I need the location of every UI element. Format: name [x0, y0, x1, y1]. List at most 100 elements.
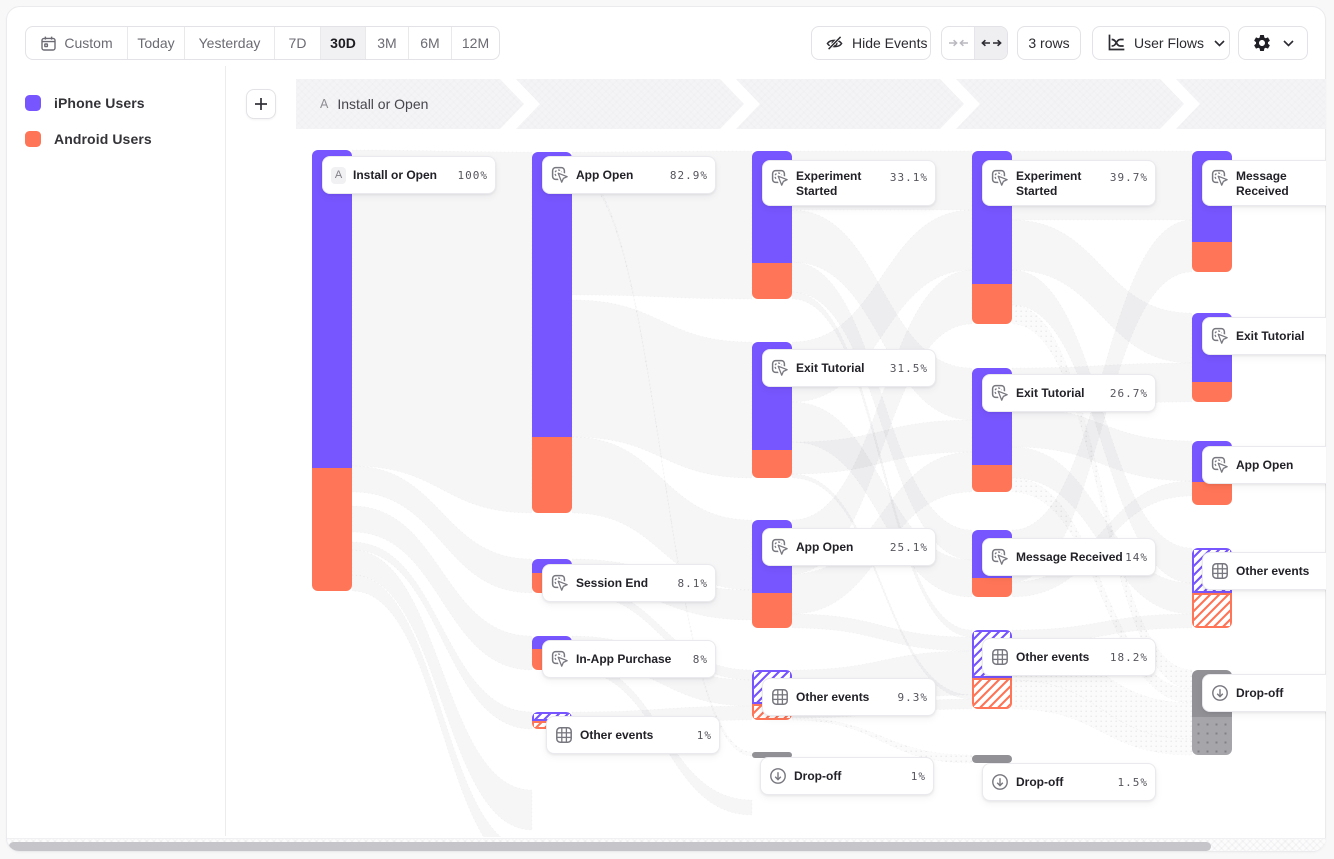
flow-node-card-app-open-col3[interactable]: App Open 25.1% [762, 528, 936, 566]
flow-node-card-in-app-purchase-col2[interactable]: In-App Purchase 8% [542, 640, 716, 678]
flow-chart-viewport[interactable]: A Install or Open A Install or Open 100% Ap… [226, 66, 1326, 837]
date-range-control: Custom Today Yesterday 7D 30D 3M 6M 12M [25, 26, 500, 60]
flow-node-value: 1.5% [1117, 775, 1148, 789]
flow-node-value: 18.2% [1109, 650, 1148, 664]
date-range-custom[interactable]: Custom [26, 27, 128, 59]
view-selector-label: User Flows [1134, 35, 1205, 51]
gear-icon [1252, 33, 1272, 53]
rows-count-button[interactable]: 3 rows [1017, 26, 1081, 60]
flow-node-bar-install-or-open-col1[interactable] [312, 150, 352, 591]
flow-node-label: Drop-off [1016, 774, 1064, 789]
flow-node-card-drop-off-col3[interactable]: Drop-off 1% [760, 757, 934, 795]
flow-node-card-app-open-col5[interactable]: App Open [1202, 446, 1326, 484]
arrow-down-circle-icon [991, 773, 1009, 791]
flow-node-label: App Open [576, 167, 634, 182]
grid-icon [991, 648, 1009, 666]
rows-count-label: 3 rows [1028, 35, 1070, 51]
flow-node-label: In-App Purchase [576, 651, 672, 666]
plus-icon [255, 98, 267, 110]
event-click-icon [771, 169, 789, 187]
horizontal-scrollbar[interactable] [7, 838, 1326, 851]
flow-node-label: Other events [1236, 563, 1310, 578]
flow-node-label: Drop-off [794, 768, 842, 783]
date-range-3m[interactable]: 3M [366, 27, 409, 59]
step-name: Install or Open [337, 96, 429, 112]
date-range-7d[interactable]: 7D [275, 27, 321, 59]
flow-node-card-message-received-col5[interactable]: Message Received [1202, 160, 1326, 206]
legend-item-iphone-users[interactable]: iPhone Users [25, 95, 145, 111]
chevron-down-icon [1214, 39, 1225, 47]
legend-label: iPhone Users [54, 95, 145, 111]
date-range-label: Yesterday [198, 35, 261, 51]
hide-events-button[interactable]: Hide Events [811, 26, 931, 60]
calendar-icon [40, 35, 57, 52]
flow-node-card-other-events-col3[interactable]: Other events 9.3% [762, 678, 936, 716]
flow-node-bar-app-open-col2[interactable] [532, 152, 572, 513]
add-step-button[interactable] [246, 89, 276, 119]
flow-node-value: 82.9% [669, 168, 708, 182]
flow-node-card-drop-off-col5[interactable]: Drop-off [1202, 674, 1326, 712]
flow-node-value: 1% [696, 728, 712, 742]
flow-node-value: 14% [1125, 550, 1148, 564]
flow-node-label: Experiment Started [796, 169, 862, 198]
flow-node-card-experiment-started-col3[interactable]: Experiment Started 33.1% [762, 160, 936, 206]
flow-node-value: 31.5% [889, 361, 928, 375]
flow-node-label: Experiment Started [1016, 169, 1082, 198]
flow-node-label: Message Received [1236, 169, 1289, 198]
flow-node-card-other-events-col5[interactable]: Other events [1202, 552, 1326, 590]
event-click-icon [991, 548, 1009, 566]
flow-node-value: 100% [457, 168, 488, 182]
view-selector-button[interactable]: User Flows [1092, 26, 1230, 60]
sidebar-divider [225, 66, 226, 836]
flow-node-card-other-events-col2[interactable]: Other events 1% [546, 716, 720, 754]
date-range-label: 6M [420, 35, 440, 51]
flow-node-value: 33.1% [889, 171, 928, 184]
flow-node-card-session-end-col2[interactable]: Session End 8.1% [542, 564, 716, 602]
flow-node-card-exit-tutorial-col4[interactable]: Exit Tutorial 26.7% [982, 374, 1156, 412]
flow-step-label[interactable]: A Install or Open [320, 79, 428, 129]
date-range-30d[interactable]: 30D [321, 27, 366, 59]
legend-label: Android Users [54, 131, 152, 147]
collapse-columns-button[interactable] [942, 27, 974, 59]
flow-node-bar-drop-off-col3[interactable] [752, 752, 792, 758]
date-range-6m[interactable]: 6M [409, 27, 452, 59]
flow-node-label: Exit Tutorial [1016, 385, 1085, 400]
legend-swatch-orange [25, 131, 41, 147]
event-click-icon [771, 359, 789, 377]
scrollbar-thumb[interactable] [9, 841, 1211, 851]
flow-node-label: Install or Open [353, 167, 438, 182]
settings-button[interactable] [1238, 26, 1308, 60]
hide-events-label: Hide Events [852, 35, 928, 51]
flow-node-card-message-received-col4[interactable]: Message Received 14% [982, 538, 1156, 576]
flow-node-label: Other events [1016, 649, 1090, 664]
flow-node-card-install-or-open-col1[interactable]: A Install or Open 100% [322, 156, 496, 194]
flow-node-card-experiment-started-col4[interactable]: Experiment Started 39.7% [982, 160, 1156, 206]
event-click-icon [771, 538, 789, 556]
legend-item-android-users[interactable]: Android Users [25, 131, 152, 147]
date-range-yesterday[interactable]: Yesterday [185, 27, 275, 59]
flow-node-value: 26.7% [1109, 386, 1148, 400]
date-range-12m[interactable]: 12M [452, 27, 499, 59]
event-click-icon [551, 574, 569, 592]
flow-node-bar-drop-off-col4[interactable] [972, 755, 1012, 763]
flow-node-card-other-events-col4[interactable]: Other events 18.2% [982, 638, 1156, 676]
date-range-label: Today [137, 35, 175, 51]
flow-node-card-drop-off-col4[interactable]: Drop-off 1.5% [982, 763, 1156, 801]
date-range-today[interactable]: Today [128, 27, 185, 59]
flow-node-card-exit-tutorial-col5[interactable]: Exit Tutorial [1202, 317, 1326, 355]
step-badge: A [320, 97, 329, 111]
collapse-expand-control [941, 26, 1008, 60]
flow-node-label: Other events [796, 689, 870, 704]
flow-node-card-exit-tutorial-col3[interactable]: Exit Tutorial 31.5% [762, 349, 936, 387]
flow-node-label: Session End [576, 575, 649, 590]
flow-node-value: 8% [692, 652, 708, 666]
grid-icon [771, 688, 789, 706]
date-range-label: 3M [377, 35, 397, 51]
event-click-icon [991, 169, 1009, 187]
flow-node-value: 25.1% [889, 540, 928, 554]
flow-node-value: 9.3% [897, 690, 928, 704]
date-range-label: 12M [461, 35, 490, 51]
expand-columns-button[interactable] [974, 27, 1007, 59]
flow-node-card-app-open-col2[interactable]: App Open 82.9% [542, 156, 716, 194]
